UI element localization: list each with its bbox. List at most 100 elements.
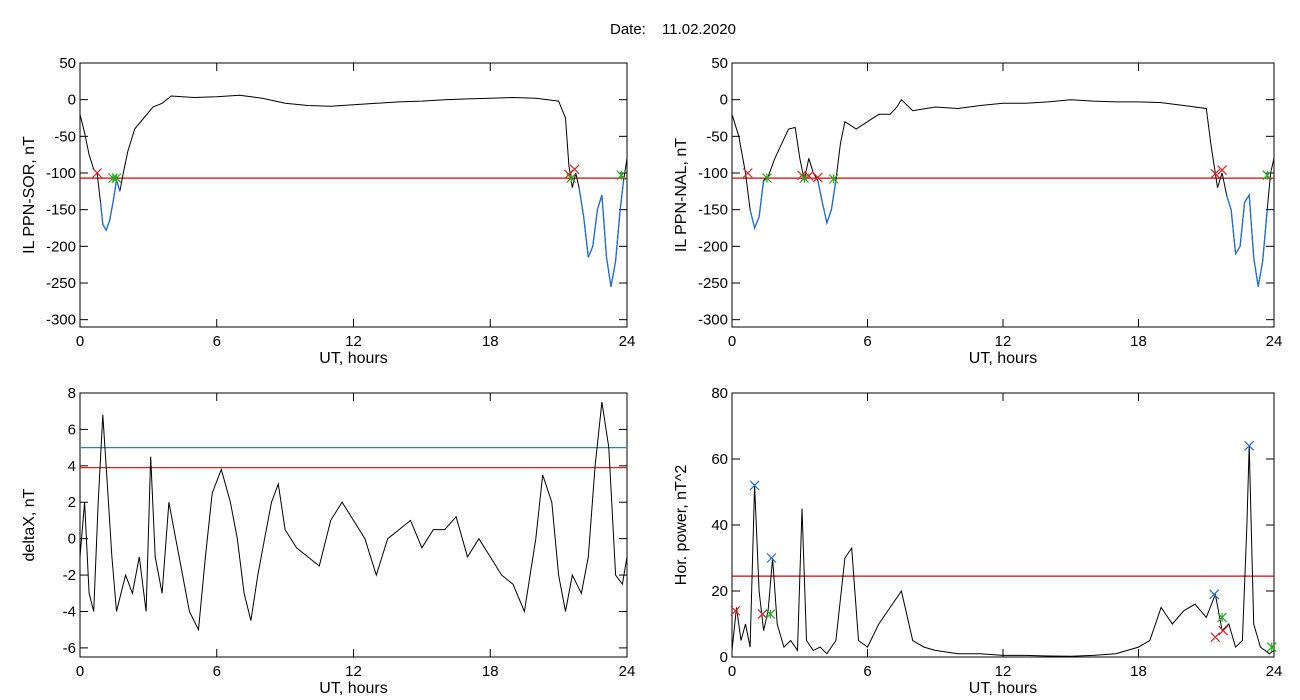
y-tick-label: -100 <box>46 165 76 182</box>
plot-frame <box>731 62 1275 328</box>
y-tick-label: -150 <box>46 202 76 219</box>
below-threshold-segment <box>749 180 765 231</box>
event-marker <box>92 168 103 178</box>
event-marker <box>1244 440 1255 451</box>
y-tick-label: 0 <box>720 92 728 109</box>
y-tick-label: -200 <box>46 238 76 255</box>
y-tick-label: 8 <box>68 385 76 402</box>
event-marker <box>1210 632 1221 643</box>
series-trace <box>731 98 1275 287</box>
x-tick-label: 0 <box>76 333 84 350</box>
y-tick-label: -50 <box>54 128 76 145</box>
y-tick-label: 40 <box>711 517 728 534</box>
plot-frame <box>731 392 1275 658</box>
y-tick-label: 0 <box>68 92 76 109</box>
event-marker <box>1209 589 1220 600</box>
event-marker <box>757 609 768 620</box>
x-tick-label: 24 <box>1266 663 1283 680</box>
event-marker <box>1217 612 1227 623</box>
x-tick-label: 6 <box>213 663 221 680</box>
event-marker <box>766 553 777 563</box>
x-tick-label: 18 <box>1130 663 1147 680</box>
event-marker <box>762 173 772 184</box>
event-marker <box>1210 168 1221 179</box>
panel-deltax: 0 6 12 18 24 8 6 4 2 0 -2 -4 -6 UT, hours deltaX, nT <box>21 385 635 697</box>
event-marker <box>799 173 810 184</box>
x-tick-label: 0 <box>728 333 736 350</box>
series-trace <box>731 445 1275 657</box>
y-tick-label: -250 <box>46 275 76 292</box>
y-tick-label: 0 <box>720 649 728 666</box>
x-tick-label: 12 <box>345 333 362 350</box>
y-tick-label: -6 <box>63 640 76 657</box>
x-tick-label: 12 <box>345 663 362 680</box>
y-tick-label: -100 <box>698 165 728 182</box>
x-tick-label: 18 <box>482 663 499 680</box>
event-marker <box>616 170 627 181</box>
event-marker <box>749 480 760 491</box>
y-axis-label: deltaX, nT <box>21 488 38 561</box>
y-tick-label: 20 <box>711 583 728 600</box>
x-tick-label: 24 <box>619 663 636 680</box>
y-tick-label: -4 <box>63 603 76 620</box>
panel-sor: 0 6 12 18 24 50 0 -50 -100 -150 -200 -250 -300 UT, ho… <box>21 55 635 367</box>
event-marker <box>566 173 577 184</box>
event-marker <box>812 172 823 183</box>
x-tick-label: 0 <box>76 663 84 680</box>
y-axis-label: IL PPN-NAL, nT <box>673 138 690 252</box>
date-value: 11.02.2020 <box>662 21 736 38</box>
x-tick-label: 0 <box>728 663 736 680</box>
plot-frame <box>79 62 628 328</box>
y-tick-label: -150 <box>698 202 728 219</box>
event-marker <box>1217 165 1227 175</box>
x-axis-label: UT, hours <box>319 680 387 697</box>
below-threshold-segment <box>578 180 625 287</box>
y-tick-label: 50 <box>59 55 76 72</box>
y-tick-label: 6 <box>68 421 76 438</box>
event-marker <box>828 173 839 184</box>
event-marker <box>1218 625 1229 636</box>
plot-frame <box>79 392 628 658</box>
event-marker <box>1262 170 1273 181</box>
y-tick-label: -50 <box>706 128 728 145</box>
y-tick-label: 80 <box>711 385 728 402</box>
series-trace <box>79 94 628 287</box>
y-axis-label: Hor. power, nT^2 <box>673 465 690 586</box>
y-tick-label: 2 <box>68 494 76 511</box>
y-tick-label: -2 <box>63 567 76 584</box>
y-axis-label: IL PPN-SOR, nT <box>21 136 38 254</box>
event-marker <box>1266 642 1277 653</box>
y-tick-label: -300 <box>698 312 728 329</box>
y-tick-label: 4 <box>68 458 76 475</box>
y-tick-label: 50 <box>711 55 728 72</box>
y-tick-label: 60 <box>711 451 728 468</box>
event-marker <box>569 164 580 175</box>
x-tick-label: 24 <box>1266 333 1283 350</box>
x-tick-label: 18 <box>1130 333 1147 350</box>
x-tick-label: 6 <box>863 663 871 680</box>
x-tick-label: 24 <box>619 333 636 350</box>
below-threshold-segment <box>99 180 121 232</box>
x-axis-label: UT, hours <box>969 680 1037 697</box>
event-marker <box>742 168 753 178</box>
y-tick-label: 0 <box>68 531 76 548</box>
x-axis-label: UT, hours <box>969 350 1037 367</box>
panel-nal: 0 6 12 18 24 50 0 -50 -100 -150 -200 -250 -300 UT, ho… <box>673 55 1282 367</box>
below-threshold-segment <box>1225 192 1268 287</box>
x-tick-label: 12 <box>995 333 1012 350</box>
series-trace <box>79 402 628 632</box>
y-tick-label: -200 <box>698 238 728 255</box>
y-tick-label: -300 <box>46 312 76 329</box>
x-tick-label: 12 <box>995 663 1012 680</box>
y-tick-label: -250 <box>698 275 728 292</box>
x-axis-label: UT, hours <box>319 350 387 367</box>
event-marker <box>730 605 741 616</box>
x-tick-label: 18 <box>482 333 499 350</box>
event-marker <box>111 173 122 184</box>
x-tick-label: 6 <box>213 333 221 350</box>
date-label: Date: <box>610 21 646 38</box>
below-threshold-segment <box>817 180 837 226</box>
event-marker <box>765 609 776 620</box>
